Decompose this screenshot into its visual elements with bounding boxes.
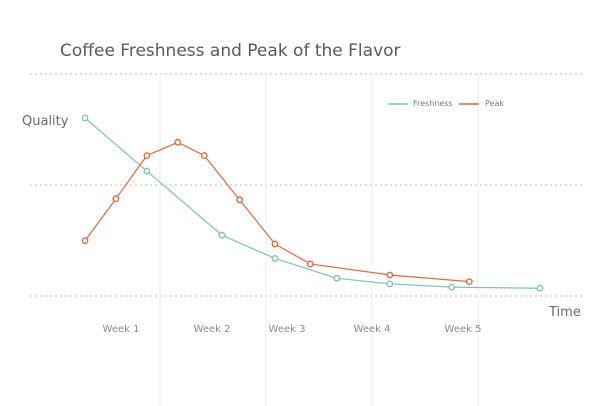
legend-label-freshness: Freshness <box>413 99 453 108</box>
y-axis-label: Quality <box>22 114 69 129</box>
x-tick-label: Week 4 <box>354 324 391 335</box>
peak-point <box>271 240 279 248</box>
peak-point <box>200 152 208 159</box>
x-tick-label: Week 5 <box>445 324 482 335</box>
freshness-point <box>536 284 544 292</box>
freshness-line <box>84 117 541 289</box>
peak-point <box>306 260 314 268</box>
freshness-point <box>218 231 226 239</box>
peak-line <box>84 141 470 283</box>
freshness-point <box>333 274 341 282</box>
freshness-point <box>81 114 89 122</box>
peak-point <box>143 152 151 159</box>
chart-title: Coffee Freshness and Peak of the Flavor <box>60 41 401 61</box>
peak-point <box>386 271 394 279</box>
x-tick-labels: Week 1 Week 2 Week 3 Week 4 Week 5 <box>103 324 482 335</box>
legend-label-peak: Peak <box>485 99 504 108</box>
legend: Freshness Peak <box>388 99 504 108</box>
peak-point <box>112 195 120 203</box>
freshness-point <box>386 280 394 288</box>
grid <box>30 73 585 406</box>
peak-point <box>236 196 244 204</box>
peak-point <box>465 278 473 286</box>
freshness-point <box>448 283 456 291</box>
freshness-point <box>271 255 279 262</box>
x-axis-label: Time <box>548 305 581 320</box>
peak-point <box>174 138 182 146</box>
x-tick-label: Week 3 <box>269 324 306 335</box>
freshness-point <box>143 167 151 175</box>
series-group <box>81 114 544 292</box>
peak-point <box>81 237 89 245</box>
x-tick-label: Week 2 <box>194 324 231 335</box>
x-tick-label: Week 1 <box>103 324 140 335</box>
